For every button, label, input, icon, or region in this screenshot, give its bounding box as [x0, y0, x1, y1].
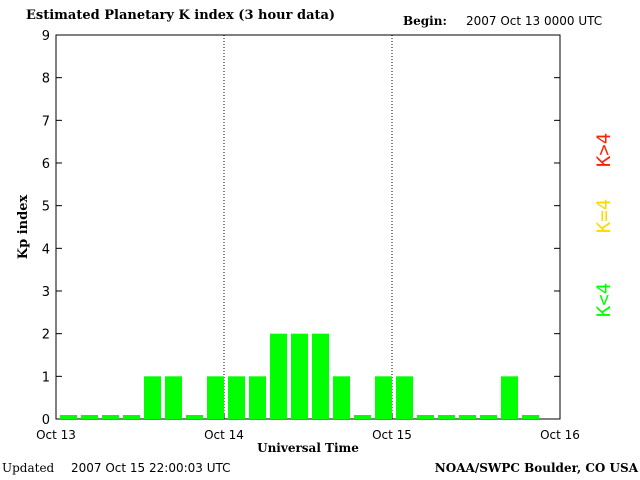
legend-item: K>4: [593, 133, 615, 167]
kp-bar: [291, 333, 308, 419]
kp-bar: [459, 415, 476, 419]
kp-bar: [165, 376, 182, 419]
y-tick-label: 2: [42, 328, 50, 343]
kp-bar: [60, 415, 77, 419]
kp-bar: [354, 415, 371, 419]
x-axis-label: Universal Time: [257, 441, 359, 455]
y-tick-label: 4: [42, 242, 50, 257]
kp-bar: [228, 376, 245, 419]
kp-bar: [249, 376, 266, 419]
kp-bar: [81, 415, 98, 419]
y-tick-label: 9: [42, 29, 50, 44]
chart-title: Estimated Planetary K index (3 hour data…: [26, 8, 336, 23]
updated-label: Updated: [2, 461, 55, 475]
x-tick-label: Oct 16: [540, 428, 580, 442]
updated-value: 2007 Oct 15 22:00:03 UTC: [71, 461, 231, 475]
x-tick-label: Oct 14: [204, 428, 244, 442]
x-axis: Oct 13 Oct 14 Oct 15 Oct 16: [36, 413, 580, 442]
kp-bar: [522, 415, 539, 419]
begin-value: 2007 Oct 13 0000 UTC: [466, 14, 603, 28]
kp-bar: [501, 376, 518, 419]
kp-bar: [144, 376, 161, 419]
kp-bar: [396, 376, 413, 419]
kp-bar: [417, 415, 434, 419]
kp-bar: [102, 415, 119, 419]
y-tick-label: 0: [42, 413, 50, 428]
day-dividers: [223, 35, 393, 419]
y-tick-label: 6: [42, 157, 50, 172]
x-tick-label: Oct 15: [372, 428, 412, 442]
legend-item: K<4: [593, 283, 615, 317]
y-tick-label: 1: [42, 370, 50, 385]
bar-series: [60, 333, 539, 419]
legend-item: K=4: [593, 199, 615, 233]
kp-bar: [123, 415, 140, 419]
kp-bar: [375, 376, 392, 419]
kp-bar: [333, 376, 350, 419]
y-tick-label: 8: [42, 72, 50, 87]
source-credit: NOAA/SWPC Boulder, CO USA: [434, 461, 638, 475]
y-tick-label: 5: [42, 200, 50, 215]
kp-bar: [270, 333, 287, 419]
y-tick-label: 3: [42, 285, 50, 300]
y-axis-label: Kp index: [16, 195, 31, 260]
x-tick-label: Oct 13: [36, 428, 76, 442]
kp-bar: [480, 415, 497, 419]
legend: K<4 K=4 K>4: [593, 133, 615, 317]
begin-label: Begin:: [403, 14, 447, 28]
kp-bar: [207, 376, 224, 419]
kp-bar: [438, 415, 455, 419]
kp-bar: [186, 415, 203, 419]
y-axis: 0 1 2 3 4 5 6 7 8 9: [42, 29, 560, 428]
y-tick-label: 7: [42, 114, 50, 129]
kp-bar: [312, 333, 329, 419]
